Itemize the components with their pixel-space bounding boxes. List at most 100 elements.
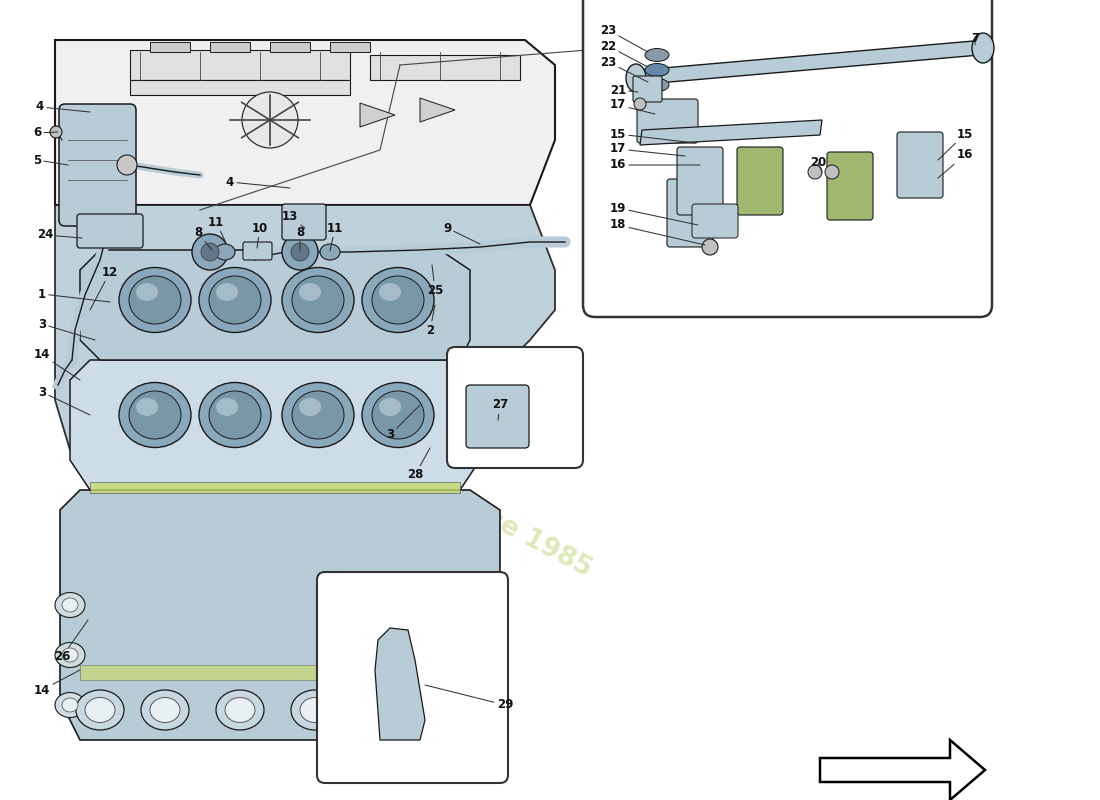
- Text: 6: 6: [33, 126, 58, 139]
- Circle shape: [282, 234, 318, 270]
- Text: 24: 24: [36, 229, 82, 242]
- Ellipse shape: [129, 276, 182, 324]
- Polygon shape: [70, 360, 480, 490]
- Text: 14: 14: [34, 349, 80, 380]
- FancyBboxPatch shape: [637, 99, 698, 143]
- Ellipse shape: [76, 690, 124, 730]
- Text: 10: 10: [252, 222, 268, 248]
- FancyBboxPatch shape: [632, 76, 662, 102]
- Circle shape: [242, 92, 298, 148]
- Ellipse shape: [292, 690, 339, 730]
- Text: 1: 1: [37, 287, 110, 302]
- Ellipse shape: [226, 698, 255, 722]
- Text: 26: 26: [54, 620, 88, 663]
- Text: 11: 11: [208, 215, 226, 243]
- Polygon shape: [210, 42, 250, 52]
- Ellipse shape: [645, 49, 669, 62]
- FancyBboxPatch shape: [447, 347, 583, 468]
- Ellipse shape: [362, 267, 435, 333]
- Polygon shape: [55, 40, 556, 205]
- Ellipse shape: [136, 283, 158, 301]
- Ellipse shape: [55, 693, 85, 718]
- Text: 4: 4: [226, 175, 290, 189]
- FancyBboxPatch shape: [737, 147, 783, 215]
- Text: 28: 28: [407, 448, 430, 482]
- Ellipse shape: [119, 382, 191, 447]
- Polygon shape: [330, 42, 370, 52]
- Ellipse shape: [320, 244, 340, 260]
- Circle shape: [117, 155, 138, 175]
- Polygon shape: [90, 482, 460, 493]
- Ellipse shape: [199, 382, 271, 447]
- FancyBboxPatch shape: [896, 132, 943, 198]
- Ellipse shape: [62, 698, 78, 712]
- Text: 15: 15: [609, 127, 695, 143]
- Ellipse shape: [372, 391, 424, 439]
- FancyBboxPatch shape: [77, 214, 143, 248]
- Text: 8: 8: [194, 226, 212, 250]
- Polygon shape: [635, 40, 984, 85]
- Text: 29: 29: [425, 685, 514, 711]
- Ellipse shape: [282, 382, 354, 447]
- Ellipse shape: [62, 598, 78, 612]
- Circle shape: [702, 239, 718, 255]
- Text: 20: 20: [810, 157, 826, 172]
- Ellipse shape: [299, 398, 321, 416]
- Text: 15: 15: [938, 127, 974, 160]
- Circle shape: [634, 98, 646, 110]
- FancyBboxPatch shape: [59, 104, 136, 226]
- Ellipse shape: [972, 33, 994, 63]
- Ellipse shape: [129, 391, 182, 439]
- Text: 5: 5: [33, 154, 68, 166]
- Ellipse shape: [299, 283, 321, 301]
- Ellipse shape: [85, 698, 116, 722]
- Ellipse shape: [55, 593, 85, 618]
- Ellipse shape: [136, 398, 158, 416]
- Ellipse shape: [209, 391, 261, 439]
- Text: 22: 22: [600, 39, 648, 67]
- Circle shape: [825, 165, 839, 179]
- Ellipse shape: [214, 244, 235, 260]
- Ellipse shape: [282, 267, 354, 333]
- Ellipse shape: [645, 63, 669, 77]
- FancyBboxPatch shape: [317, 572, 508, 783]
- Circle shape: [50, 126, 62, 138]
- Polygon shape: [55, 205, 556, 510]
- Text: 23: 23: [600, 23, 648, 52]
- Text: 16: 16: [938, 149, 974, 178]
- Text: 14: 14: [34, 670, 80, 697]
- Polygon shape: [150, 42, 190, 52]
- FancyBboxPatch shape: [282, 204, 326, 240]
- Ellipse shape: [446, 698, 475, 722]
- Ellipse shape: [216, 398, 238, 416]
- Text: 4: 4: [36, 101, 90, 114]
- Ellipse shape: [292, 391, 344, 439]
- Text: 8: 8: [296, 226, 304, 251]
- Polygon shape: [370, 55, 520, 80]
- Text: 12: 12: [90, 266, 118, 310]
- Ellipse shape: [55, 642, 85, 667]
- Text: 25: 25: [427, 265, 443, 297]
- FancyBboxPatch shape: [466, 385, 529, 448]
- Circle shape: [192, 234, 228, 270]
- Text: parts for parts since 1985: parts for parts since 1985: [243, 378, 596, 582]
- Ellipse shape: [216, 283, 238, 301]
- Ellipse shape: [62, 648, 78, 662]
- FancyBboxPatch shape: [692, 204, 738, 238]
- Circle shape: [201, 243, 219, 261]
- FancyBboxPatch shape: [827, 152, 873, 220]
- Polygon shape: [640, 120, 822, 145]
- Ellipse shape: [292, 276, 344, 324]
- Polygon shape: [420, 98, 455, 122]
- Circle shape: [292, 243, 309, 261]
- Ellipse shape: [300, 698, 330, 722]
- Text: 21: 21: [609, 83, 638, 97]
- FancyBboxPatch shape: [676, 147, 723, 215]
- Text: 3: 3: [386, 405, 420, 442]
- FancyBboxPatch shape: [243, 242, 272, 260]
- Text: 18: 18: [609, 218, 705, 245]
- Ellipse shape: [436, 690, 484, 730]
- Text: 17: 17: [609, 98, 654, 114]
- Polygon shape: [80, 665, 490, 680]
- Text: 9: 9: [443, 222, 480, 244]
